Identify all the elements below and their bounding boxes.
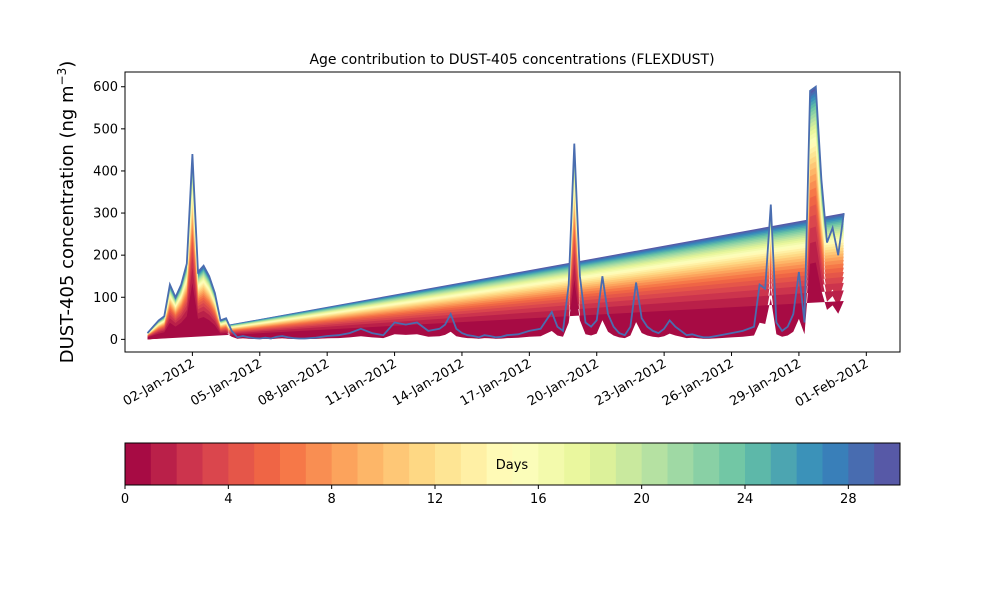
x-tick-label: 05-Jan-2012 bbox=[188, 356, 265, 409]
colorbar-frame bbox=[124, 442, 901, 486]
colorbar-cell bbox=[615, 443, 643, 485]
colorbar-cell bbox=[564, 443, 591, 485]
y-axis-label: DUST-405 concentration (ng m−3) bbox=[55, 61, 78, 364]
y-tick-label: 400 bbox=[93, 164, 118, 179]
colorbar-cell bbox=[693, 443, 720, 485]
x-tick-label: 26-Jan-2012 bbox=[660, 356, 737, 409]
colorbar-cell bbox=[590, 443, 617, 485]
colorbar-cell bbox=[486, 443, 513, 485]
colorbar-tick-label: 28 bbox=[840, 492, 857, 507]
x-tick-label: 08-Jan-2012 bbox=[256, 356, 333, 409]
x-tick-label: 01-Feb-2012 bbox=[793, 356, 872, 410]
colorbar-tick-label: 8 bbox=[328, 492, 336, 507]
colorbar-tick-label: 16 bbox=[530, 492, 547, 507]
x-tick-label: 20-Jan-2012 bbox=[525, 356, 602, 409]
colorbar-tick-label: 20 bbox=[633, 492, 650, 507]
y-tick-label: 200 bbox=[93, 249, 118, 264]
colorbar-tick-label: 0 bbox=[121, 492, 129, 507]
colorbar-tick-label: 4 bbox=[224, 492, 232, 507]
x-tick-label: 29-Jan-2012 bbox=[727, 356, 804, 409]
colorbar-cell bbox=[409, 443, 436, 485]
y-axis: 0 100 200 300 400 500 600 bbox=[93, 80, 125, 348]
colorbar-cell bbox=[874, 443, 901, 485]
x-tick-label: 17-Jan-2012 bbox=[458, 356, 535, 409]
plot-area bbox=[146, 84, 845, 340]
colorbar-axis: 0 4 8 12 16 20 24 28 bbox=[121, 485, 857, 507]
y-tick-label: 100 bbox=[93, 291, 118, 306]
colorbar-cell bbox=[150, 443, 178, 485]
colorbar-cell bbox=[538, 443, 565, 485]
y-tick-label: 300 bbox=[93, 207, 118, 222]
colorbar-cell bbox=[848, 443, 875, 485]
x-axis: 02-Jan-201205-Jan-201208-Jan-201211-Jan-… bbox=[121, 352, 872, 410]
colorbar-cell bbox=[745, 443, 772, 485]
x-tick-label: 11-Jan-2012 bbox=[323, 356, 400, 409]
colorbar-cell bbox=[460, 443, 488, 485]
colorbar-cell bbox=[331, 443, 358, 485]
colorbar-cell bbox=[305, 443, 333, 485]
y-tick-label: 600 bbox=[93, 80, 118, 95]
colorbar-label: Days bbox=[496, 458, 529, 473]
y-tick-label: 0 bbox=[110, 333, 118, 348]
colorbar-cell bbox=[822, 443, 849, 485]
chart-title: Age contribution to DUST-405 concentrati… bbox=[309, 52, 714, 68]
colorbar: Days 0 4 8 12 16 20 24 28 bbox=[121, 442, 901, 507]
x-tick-label: 23-Jan-2012 bbox=[593, 356, 670, 409]
x-tick-label: 14-Jan-2012 bbox=[390, 356, 467, 409]
colorbar-cell bbox=[228, 443, 255, 485]
colorbar-cell bbox=[719, 443, 746, 485]
colorbar-cell bbox=[512, 443, 539, 485]
colorbar-cells bbox=[125, 443, 901, 485]
y-axis-label-superscript: −3 bbox=[55, 68, 69, 86]
colorbar-cell bbox=[667, 443, 694, 485]
colorbar-cell bbox=[357, 443, 384, 485]
colorbar-cell bbox=[796, 443, 823, 485]
colorbar-cell bbox=[770, 443, 798, 485]
colorbar-tick-label: 24 bbox=[737, 492, 754, 507]
colorbar-cell bbox=[435, 443, 462, 485]
colorbar-cell bbox=[383, 443, 410, 485]
colorbar-cell bbox=[254, 443, 281, 485]
colorbar-tick-label: 12 bbox=[427, 492, 444, 507]
colorbar-cell bbox=[280, 443, 307, 485]
plot-frame bbox=[124, 71, 901, 353]
age-bands bbox=[147, 86, 844, 340]
colorbar-cell bbox=[641, 443, 668, 485]
colorbar-cell bbox=[176, 443, 203, 485]
y-tick-label: 500 bbox=[93, 122, 118, 137]
total-concentration-line bbox=[146, 84, 845, 340]
colorbar-cell bbox=[125, 443, 152, 485]
colorbar-cell bbox=[202, 443, 229, 485]
x-tick-label: 02-Jan-2012 bbox=[121, 356, 198, 409]
